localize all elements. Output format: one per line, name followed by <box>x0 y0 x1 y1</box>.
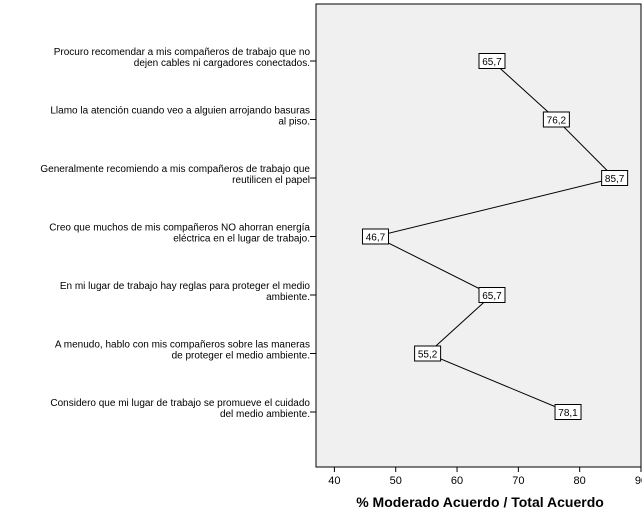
series: 65,7 76,2 85,7 46,7 65,7 55,2 78,1 <box>361 53 629 420</box>
category-label: eléctrica en el lugar de trabajo. <box>173 234 310 245</box>
category-label: dejen cables ni cargadores conectados. <box>134 58 310 69</box>
category-label: A menudo, hablo con mis compañeros sobre… <box>55 340 310 351</box>
data-point <box>554 404 582 420</box>
data-label: 65,7 <box>482 291 502 302</box>
data-label: 85,7 <box>605 174 625 185</box>
data-point <box>601 170 629 186</box>
category-label: reutilicen el papel <box>232 175 310 186</box>
category-label: Llamo la atención cuando veo a alguien a… <box>50 106 310 117</box>
x-tick-label: 60 <box>451 475 463 487</box>
data-label: 78,1 <box>558 408 578 419</box>
data-label: 55,2 <box>418 350 438 361</box>
category-labels: Procuro recomendar a mis compañeros de t… <box>40 47 310 420</box>
x-axis: 40 50 60 70 80 90 <box>328 467 642 487</box>
category-label: del medio ambiente. <box>220 409 310 420</box>
category-label: de proteger el medio ambiente. <box>172 351 310 362</box>
data-point <box>478 53 506 69</box>
data-label: 46,7 <box>366 233 386 244</box>
data-point <box>361 228 389 245</box>
data-label: 76,2 <box>547 116 567 127</box>
category-label: En mi lugar de trabajo hay reglas para p… <box>60 281 311 292</box>
x-tick-label: 80 <box>574 475 586 487</box>
data-point <box>478 287 506 303</box>
data-label: 65,7 <box>482 57 502 68</box>
x-tick-label: 70 <box>512 475 524 487</box>
x-tick-label: 90 <box>635 475 642 487</box>
y-axis-ticks <box>310 60 316 413</box>
category-label: Procuro recomendar a mis compañeros de t… <box>54 47 311 58</box>
category-label: al piso. <box>278 117 310 128</box>
x-tick-label: 40 <box>328 475 340 487</box>
data-point <box>542 111 570 128</box>
category-label: Creo que muchos de mis compañeros NO aho… <box>49 223 310 234</box>
x-tick-label: 50 <box>390 475 402 487</box>
category-label: Considero que mi lugar de trabajo se pro… <box>50 398 310 409</box>
category-label: ambiente. <box>266 292 310 303</box>
x-axis-title: % Moderado Acuerdo / Total Acuerdo <box>356 494 604 510</box>
category-label: Generalmente recomiendo a mis compañeros… <box>40 164 310 175</box>
data-point <box>414 345 442 362</box>
